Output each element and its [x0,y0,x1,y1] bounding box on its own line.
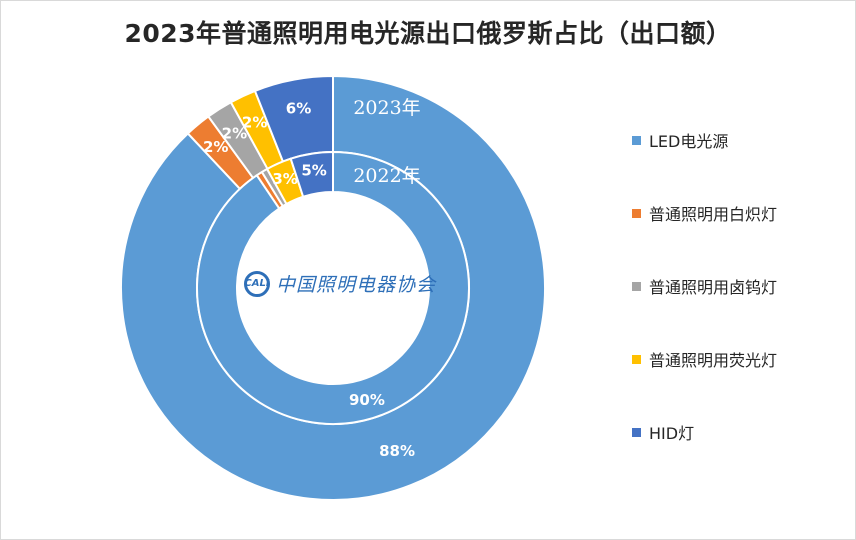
legend-item: 普通照明用卤钨灯 [632,276,778,297]
legend-swatch [632,354,641,364]
legend-item: LED电光源 [632,130,729,151]
legend-label: HID灯 [649,424,695,443]
legend-swatch [632,427,641,437]
data-label: 5% [301,161,326,179]
ring-outer: 88%2%2%2%6% 2023年 [120,74,546,501]
data-label: 6% [286,99,311,117]
data-label: 88% [379,442,415,460]
legend-item: 普通照明用白炽灯 [632,203,778,224]
donut-slice [196,150,470,425]
cali-watermark: CALI 中国照明电器协会 [244,270,436,297]
legend-item: HID灯 [632,422,695,443]
legend-label: 普通照明用白炽灯 [649,205,778,224]
ring-inner: 90% 3% 5% 2022年 [196,150,470,425]
data-label: 3% [272,170,297,188]
watermark-text: 中国照明电器协会 [276,274,437,296]
series-label: 2022年 [353,165,420,187]
legend-label: 普通照明用卤钨灯 [649,278,778,297]
legend-swatch [632,135,641,145]
data-label: 90% [349,391,385,409]
legend-swatch [632,208,641,218]
data-label: 2% [222,125,247,143]
donut-slice [289,150,334,199]
data-label: 2% [242,114,267,132]
cali-logo-icon: CALI [244,270,270,297]
chart-title: 2023年普通照明用电光源出口俄罗斯占比（出口额） [124,19,732,48]
legend-label: 普通照明用荧光灯 [649,351,778,370]
legend-item: 普通照明用荧光灯 [632,349,778,370]
legend-swatch [632,281,641,291]
data-label: 2% [203,138,228,156]
legend-label: LED电光源 [649,132,729,151]
series-label: 2023年 [353,97,420,119]
